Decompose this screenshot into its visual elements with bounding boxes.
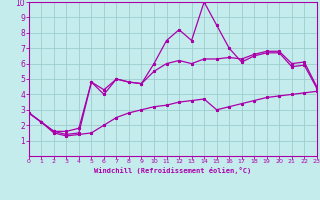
X-axis label: Windchill (Refroidissement éolien,°C): Windchill (Refroidissement éolien,°C) [94,167,252,174]
